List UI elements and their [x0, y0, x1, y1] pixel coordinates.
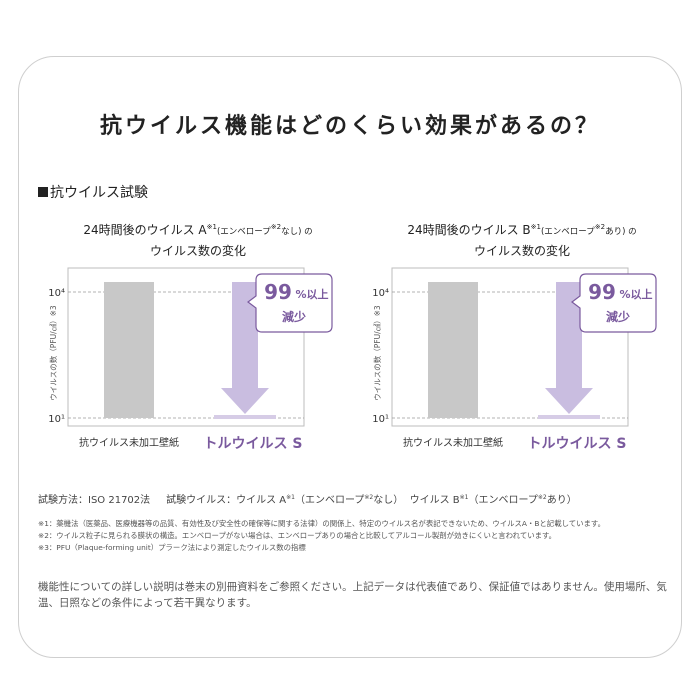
y-tick-label: 10¹ [372, 414, 389, 425]
y-tick-label: 10¹ [48, 414, 65, 425]
chart-virus-b: 24時間後のウイルス B※1(エンベロープ※2あり) の ウイルス数の変化 ウイ… [372, 218, 672, 468]
chart-title: 24時間後のウイルス B※1(エンベロープ※2あり) の ウイルス数の変化 [407, 223, 637, 258]
plot-frame [391, 267, 629, 427]
x-tick-label: 抗ウイルス未加工壁紙 [79, 436, 179, 449]
callout-value: 99 [264, 280, 292, 304]
callout-text: 減少 [606, 309, 630, 324]
callout-unit: %以上 [295, 287, 328, 301]
footnote: ※3：PFU（Plaque-forming unit）プラーク法により測定したウ… [38, 543, 306, 552]
test-method: 試験方法：ISO 21702法 試験ウイルス：ウイルス A※1（エンベロープ※2… [38, 494, 577, 506]
bar-untreated [428, 282, 478, 418]
callout-unit: %以上 [619, 287, 652, 301]
bar-treated [538, 415, 600, 419]
y-tick-label: 10⁴ [48, 288, 65, 299]
x-tick-label-product: トルウイルス S [528, 436, 627, 452]
footnote: ※1：薬機法（医薬品、医療機器等の品質、有効性及び安全性の確保等に関する法律）の… [38, 519, 605, 528]
y-axis-label: ウイルスの数（PFU/㎠）※3 [48, 305, 58, 401]
y-axis-label: ウイルスの数（PFU/㎠）※3 [372, 305, 382, 401]
disclaimer: 機能性についての詳しい説明は巻末の別冊資料をご参照ください。上記データは代表値で… [38, 581, 667, 609]
square-bullet-icon [38, 187, 48, 197]
footnotes: ※1：薬機法（医薬品、医療機器等の品質、有効性及び安全性の確保等に関する法律）の… [38, 518, 605, 554]
chart-title: 24時間後のウイルス A※1(エンベロープ※2なし) の ウイルス数の変化 [83, 223, 313, 258]
x-tick-label: 抗ウイルス未加工壁紙 [403, 436, 503, 449]
callout-value: 99 [588, 280, 616, 304]
footnote: ※2：ウイルス粒子に見られる膜状の構造。エンベロープがない場合は、エンベロープあ… [38, 531, 557, 540]
section-heading-label: 抗ウイルス試験 [50, 185, 148, 201]
bar-untreated [104, 282, 154, 418]
chart-virus-a: 24時間後のウイルス A※1(エンベロープ※2なし) の ウイルス数の変化 ウイ… [48, 218, 348, 468]
plot-frame [67, 267, 305, 427]
y-tick-label: 10⁴ [372, 288, 389, 299]
callout-text: 減少 [282, 309, 306, 324]
callout-bubble [247, 273, 333, 333]
bar-treated [214, 415, 276, 419]
page-title: 抗ウイルス機能はどのくらい効果があるの？ [99, 114, 600, 139]
callout-bubble [571, 273, 657, 333]
x-tick-label-product: トルウイルス S [204, 436, 303, 452]
section-heading: 抗ウイルス試験 [38, 182, 148, 202]
